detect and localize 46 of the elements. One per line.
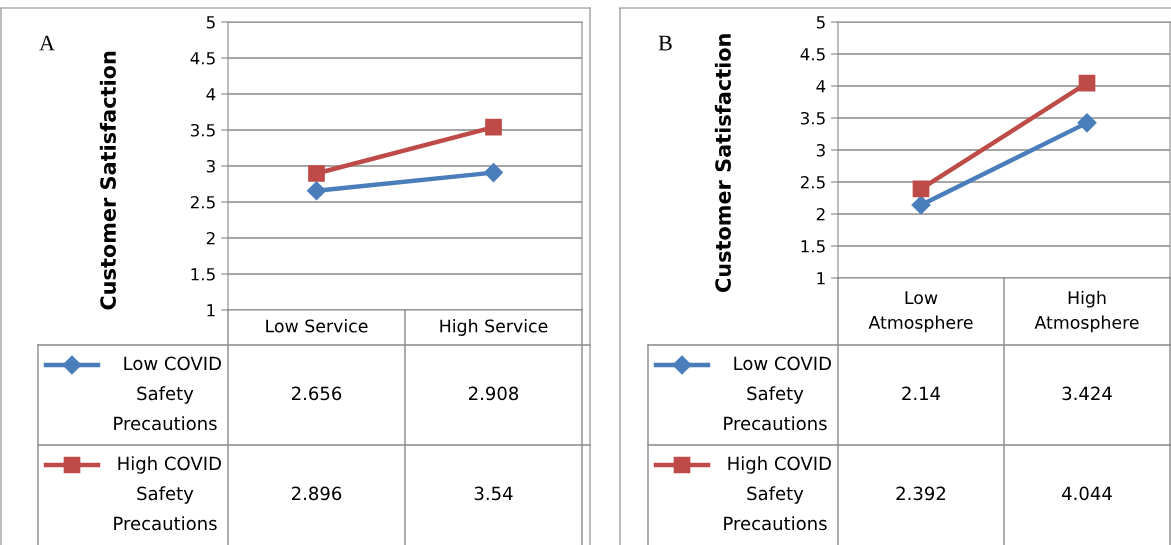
data-label: 4.044 xyxy=(1062,486,1112,501)
y-tick-label: 4 xyxy=(206,88,216,101)
legend-label: High COVID Safety Precautions xyxy=(724,456,831,531)
legend-label: Low COVID Safety Precautions xyxy=(114,356,221,431)
y-tick-label: 3.5 xyxy=(800,111,825,125)
y-tick-label: 1 xyxy=(817,272,825,285)
point xyxy=(911,195,931,215)
y-axis-title: Customer Satisfaction xyxy=(714,34,731,292)
x-tick-label: High Atmosphere xyxy=(1034,290,1139,333)
y-tick-label: 4.5 xyxy=(800,48,825,61)
legend-label: High COVID Safety Precautions xyxy=(114,456,221,531)
data-label: 2.392 xyxy=(896,486,946,501)
y-tick-label: 1.5 xyxy=(801,240,825,253)
x-tick-label: Low Service xyxy=(266,319,368,333)
y-tick-label: 4 xyxy=(816,80,826,93)
point xyxy=(306,181,327,201)
point xyxy=(485,118,502,136)
data-label: 2.14 xyxy=(902,386,941,400)
legend-label: Low COVID Safety Precautions xyxy=(724,356,831,431)
y-tick-label: 1.5 xyxy=(191,268,215,281)
data-label: 2.896 xyxy=(291,486,342,501)
y-tick-label: 5 xyxy=(816,16,825,29)
y-tick-label: 3.5 xyxy=(190,123,215,137)
y-tick-label: 4.5 xyxy=(190,52,215,65)
data-label: 3.54 xyxy=(474,486,513,501)
y-tick-label: 2.5 xyxy=(800,175,825,189)
x-tick-label: High Service xyxy=(440,319,548,336)
point xyxy=(912,180,930,198)
point xyxy=(1077,113,1097,133)
point xyxy=(483,163,504,183)
y-tick-label: 2 xyxy=(816,207,825,221)
point xyxy=(308,165,325,182)
y-axis-title: Customer Satisfaction xyxy=(99,51,116,310)
text: B xyxy=(658,35,672,51)
x-tick-label: Low Atmosphere xyxy=(868,291,973,333)
y-tick-label: 2.5 xyxy=(190,195,215,209)
data-label: 3.424 xyxy=(1062,386,1112,401)
data-label: 2.908 xyxy=(468,386,519,401)
point xyxy=(1078,74,1096,92)
y-tick-label: 3 xyxy=(816,143,825,157)
y-tick-label: 1 xyxy=(207,304,215,317)
y-tick-label: 3 xyxy=(206,159,215,173)
y-tick-label: 2 xyxy=(206,231,215,245)
y-tick-label: 5 xyxy=(206,16,215,29)
text: A xyxy=(39,35,55,51)
data-label: 2.656 xyxy=(291,386,342,401)
